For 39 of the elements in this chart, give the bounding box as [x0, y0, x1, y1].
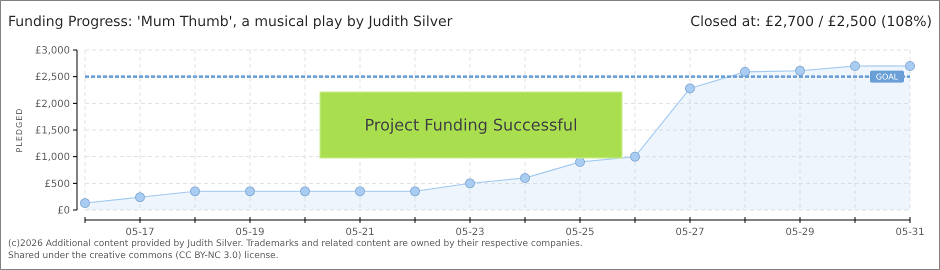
y-tick-label: £500 [44, 178, 70, 190]
point [520, 173, 530, 183]
point [685, 83, 695, 94]
point [80, 198, 90, 208]
x-tick-label: 05-25 [565, 227, 595, 238]
y-tick-label: £0 [57, 206, 70, 216]
point [135, 192, 145, 202]
point [465, 178, 475, 188]
y-tick-label: £1,000 [35, 152, 70, 164]
point [795, 66, 805, 76]
ref-line-label: GOAL [876, 72, 899, 82]
chart-subtitle: Closed at: £2,700 / £2,500 (108%) [690, 14, 932, 30]
text: (c)2026 Additional content provided by Judith Silver. Trademarks and related content are owned by their respective companies. [8, 239, 583, 249]
point [905, 61, 915, 71]
success-banner: Project Funding Successful [320, 92, 622, 158]
point [630, 152, 640, 162]
point [300, 186, 310, 196]
point [740, 66, 750, 77]
point [850, 61, 860, 71]
x-tick-label: 05-29 [785, 227, 815, 238]
point [355, 186, 365, 196]
y-axis-title: PLEDGED [15, 108, 24, 152]
y-tick-label: £3,000 [35, 46, 70, 56]
x-tick-label: 05-17 [125, 227, 155, 238]
x-tick-label: 05-27 [675, 227, 705, 238]
x-tick-label: 05-21 [345, 227, 375, 238]
point [410, 186, 420, 196]
point [190, 186, 200, 196]
x-tick-label: 05-23 [455, 227, 485, 238]
point [575, 157, 585, 167]
point [245, 186, 255, 196]
annotation: Project Funding Successful [364, 116, 578, 135]
chart-title: Funding Progress: 'Mum Thumb', a musical play by Judith Silver [8, 14, 453, 30]
x-tick-label: 05-19 [235, 227, 265, 238]
y-tick-label: £2,500 [35, 72, 70, 84]
y-tick-label: £2,000 [35, 98, 70, 110]
x-tick-label: 05-31 [895, 227, 925, 238]
text: Shared under the creative commons (CC BY-NC 3.0) license. [8, 251, 279, 261]
y-tick-label: £1,500 [35, 126, 70, 136]
